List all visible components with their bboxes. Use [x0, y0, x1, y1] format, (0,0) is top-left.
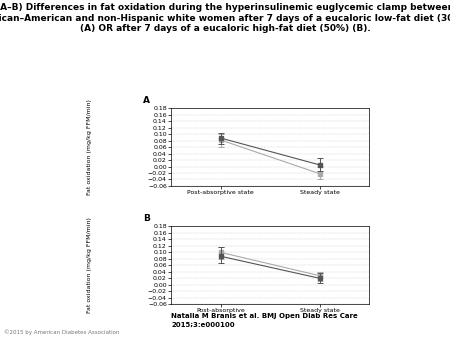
Y-axis label: Fat oxidation (mg/kg FFM/min): Fat oxidation (mg/kg FFM/min)	[87, 217, 92, 313]
Text: ©2015 by American Diabetes Association: ©2015 by American Diabetes Association	[4, 329, 120, 335]
Text: B: B	[143, 214, 150, 223]
Text: (A–B) Differences in fat oxidation during the hyperinsulinemic euglycemic clamp : (A–B) Differences in fat oxidation durin…	[0, 3, 450, 33]
Text: BMJ Open
Diabetes
Research
& Care: BMJ Open Diabetes Research & Care	[389, 274, 431, 319]
Y-axis label: Fat oxidation (mg/kg FFM/min): Fat oxidation (mg/kg FFM/min)	[87, 99, 92, 195]
Text: 2015;3:e000100: 2015;3:e000100	[171, 322, 234, 328]
Text: A: A	[143, 96, 150, 105]
Text: Natalia M Branis et al. BMJ Open Diab Res Care: Natalia M Branis et al. BMJ Open Diab Re…	[171, 313, 358, 319]
